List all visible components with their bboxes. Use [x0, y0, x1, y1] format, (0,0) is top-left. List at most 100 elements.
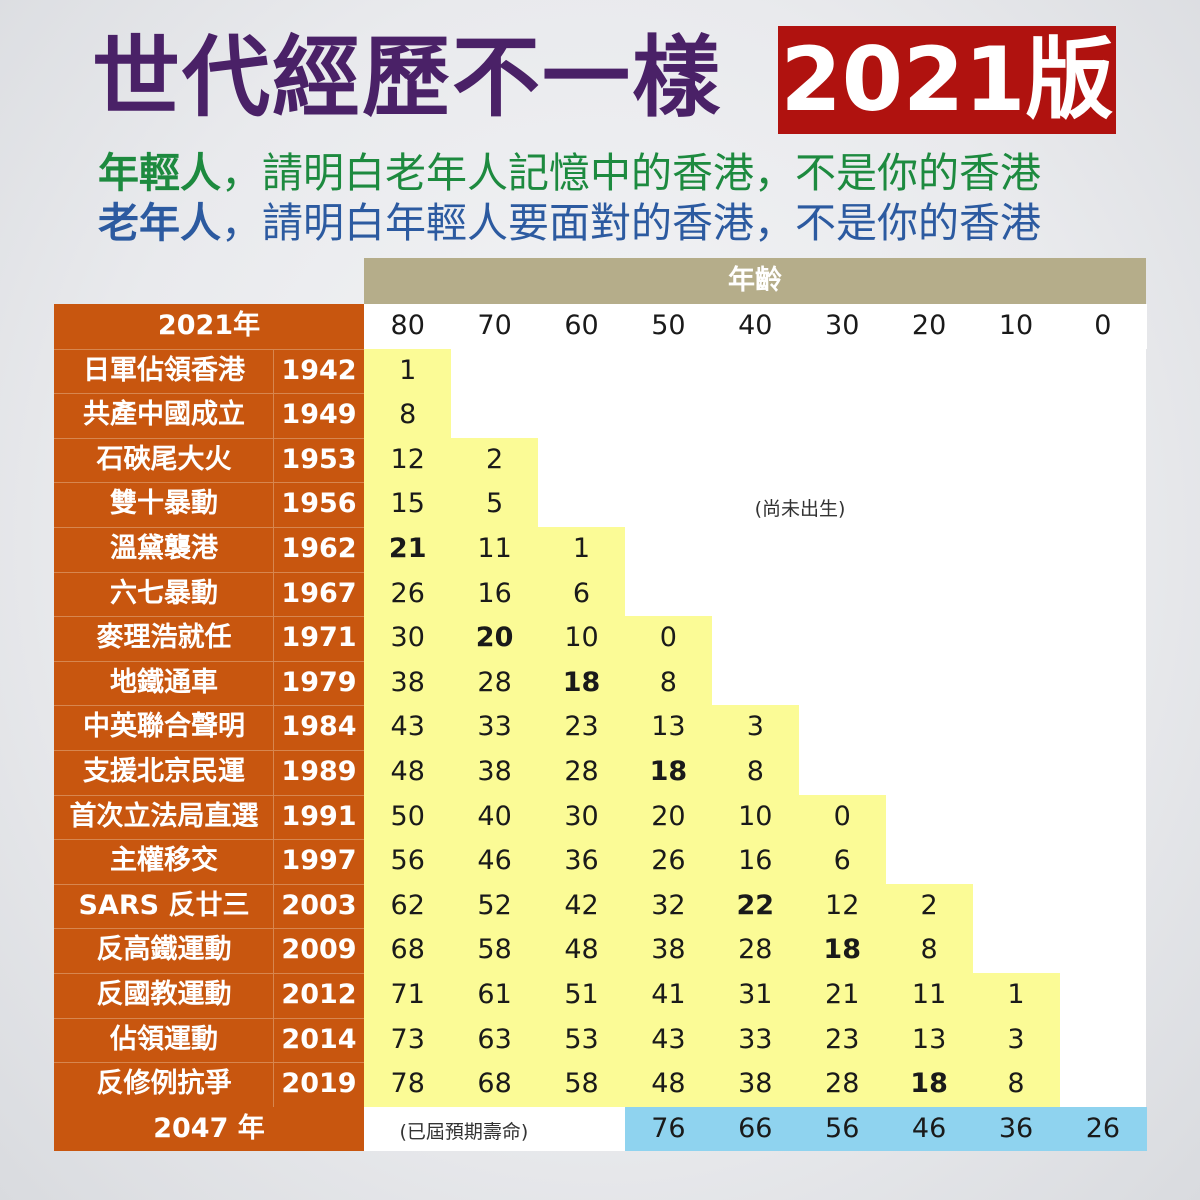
age-column-header: 70: [450, 304, 539, 349]
footer-value-cell: 56: [798, 1106, 886, 1152]
subtitle-old-rest: ，請明白年輕人要面對的香港，不是你的香港: [221, 199, 1041, 247]
row-divider: [54, 1062, 364, 1064]
age-value-cell: 5: [450, 482, 539, 527]
row-divider: [54, 883, 364, 885]
age-value-cell: 38: [711, 1062, 799, 1107]
row-divider: [54, 616, 364, 618]
event-label: 反國教運動: [54, 973, 274, 1018]
age-value-cell: 43: [364, 705, 452, 750]
footer-label: 2047 年: [54, 1106, 364, 1152]
title-row: 世代經歷不一樣 2021版: [0, 26, 1200, 136]
event-year: 1997: [274, 839, 364, 884]
age-value-cell: 36: [537, 839, 626, 884]
footer-value-cell: 46: [885, 1106, 973, 1152]
event-year: 2009: [274, 928, 364, 973]
row-divider: [54, 750, 364, 751]
age-value-cell: 1: [537, 527, 626, 572]
age-value-cell: 1: [364, 348, 452, 394]
age-value-cell: 10: [711, 794, 799, 840]
age-value-cell: 50: [364, 794, 452, 840]
age-value-cell: 15: [364, 482, 452, 527]
event-year: 1962: [274, 527, 364, 572]
event-label: 佔領運動: [54, 1017, 274, 1063]
event-label: SARS 反廿三: [54, 883, 274, 929]
age-column-header: 10: [972, 304, 1060, 349]
age-value-cell: 62: [364, 883, 452, 929]
row-divider: [54, 482, 364, 484]
event-label: 日軍佔領香港: [54, 348, 274, 394]
age-value-cell: 11: [450, 527, 539, 572]
age-value-cell: 28: [798, 1062, 886, 1107]
age-value-cell: 42: [537, 883, 626, 929]
age-value-cell: 13: [624, 705, 713, 750]
event-year: 1967: [274, 571, 364, 617]
subtitle-old-lead: 老年人: [98, 199, 221, 247]
age-value-cell: 41: [624, 973, 713, 1018]
age-column-header: 0: [1059, 304, 1147, 349]
age-value-cell: 18: [537, 660, 626, 706]
age-column-header: 50: [624, 304, 713, 349]
event-label: 主權移交: [54, 839, 274, 884]
age-value-cell: 58: [450, 928, 539, 973]
event-year: 2014: [274, 1017, 364, 1063]
age-value-cell: 6: [537, 571, 626, 617]
age-value-cell: 20: [450, 616, 539, 661]
expired-note: (已屆預期壽命): [399, 1120, 529, 1143]
event-year: 1956: [274, 482, 364, 527]
age-value-cell: 71: [364, 973, 452, 1018]
event-label: 麥理浩就任: [54, 616, 274, 661]
age-value-cell: 43: [624, 1017, 713, 1063]
age-value-cell: 16: [450, 571, 539, 617]
age-value-cell: 23: [798, 1017, 886, 1063]
event-label: 反高鐵運動: [54, 928, 274, 973]
age-value-cell: 6: [798, 839, 886, 884]
event-year: 1942: [274, 348, 364, 394]
event-label: 支援北京民運: [54, 750, 274, 795]
age-value-cell: 22: [711, 883, 799, 929]
footer-value-cell: 66: [711, 1106, 799, 1152]
row-header-label: 2021年: [54, 304, 364, 349]
row-divider: [54, 705, 364, 707]
label-divider: [273, 348, 274, 1107]
age-value-cell: 31: [711, 973, 799, 1018]
age-value-cell: 53: [537, 1017, 626, 1063]
footer-value-cell: 76: [624, 1106, 713, 1152]
age-value-cell: 18: [798, 928, 886, 973]
age-value-cell: 8: [972, 1062, 1060, 1107]
event-year: 2003: [274, 883, 364, 929]
age-value-cell: 30: [537, 794, 626, 840]
age-value-cell: 18: [624, 750, 713, 795]
age-value-cell: 68: [450, 1062, 539, 1107]
age-value-cell: 32: [624, 883, 713, 929]
age-value-cell: 8: [624, 660, 713, 706]
row-divider: [54, 839, 364, 841]
age-value-cell: 16: [711, 839, 799, 884]
row-divider: [54, 973, 364, 974]
subtitle-young-rest: ，請明白老年人記憶中的香港，不是你的香港: [221, 149, 1041, 197]
age-value-cell: 3: [972, 1017, 1060, 1063]
event-year: 2012: [274, 973, 364, 1018]
row-divider: [54, 794, 364, 796]
age-value-cell: 26: [624, 839, 713, 884]
age-value-cell: 58: [537, 1062, 626, 1107]
event-year: 1953: [274, 437, 364, 483]
age-value-cell: 21: [798, 973, 886, 1018]
age-value-cell: 11: [885, 973, 973, 1018]
age-value-cell: 26: [364, 571, 452, 617]
not-born-note: (尚未出生): [754, 498, 846, 521]
age-value-cell: 0: [798, 794, 886, 840]
subtitle-young-lead: 年輕人: [98, 149, 221, 197]
age-value-cell: 51: [537, 973, 626, 1018]
age-value-cell: 73: [364, 1017, 452, 1063]
row-divider: [54, 527, 364, 528]
row-divider: [54, 660, 364, 662]
age-value-cell: 48: [364, 750, 452, 795]
row-divider: [54, 571, 364, 573]
subtitle-old: 老年人，請明白年輕人要面對的香港，不是你的香港: [98, 198, 1041, 248]
age-value-cell: 13: [885, 1017, 973, 1063]
subtitle-young: 年輕人，請明白老年人記憶中的香港，不是你的香港: [98, 148, 1041, 198]
age-value-cell: 38: [450, 750, 539, 795]
event-year: 1949: [274, 393, 364, 438]
age-value-cell: 40: [450, 794, 539, 840]
age-value-cell: 46: [450, 839, 539, 884]
